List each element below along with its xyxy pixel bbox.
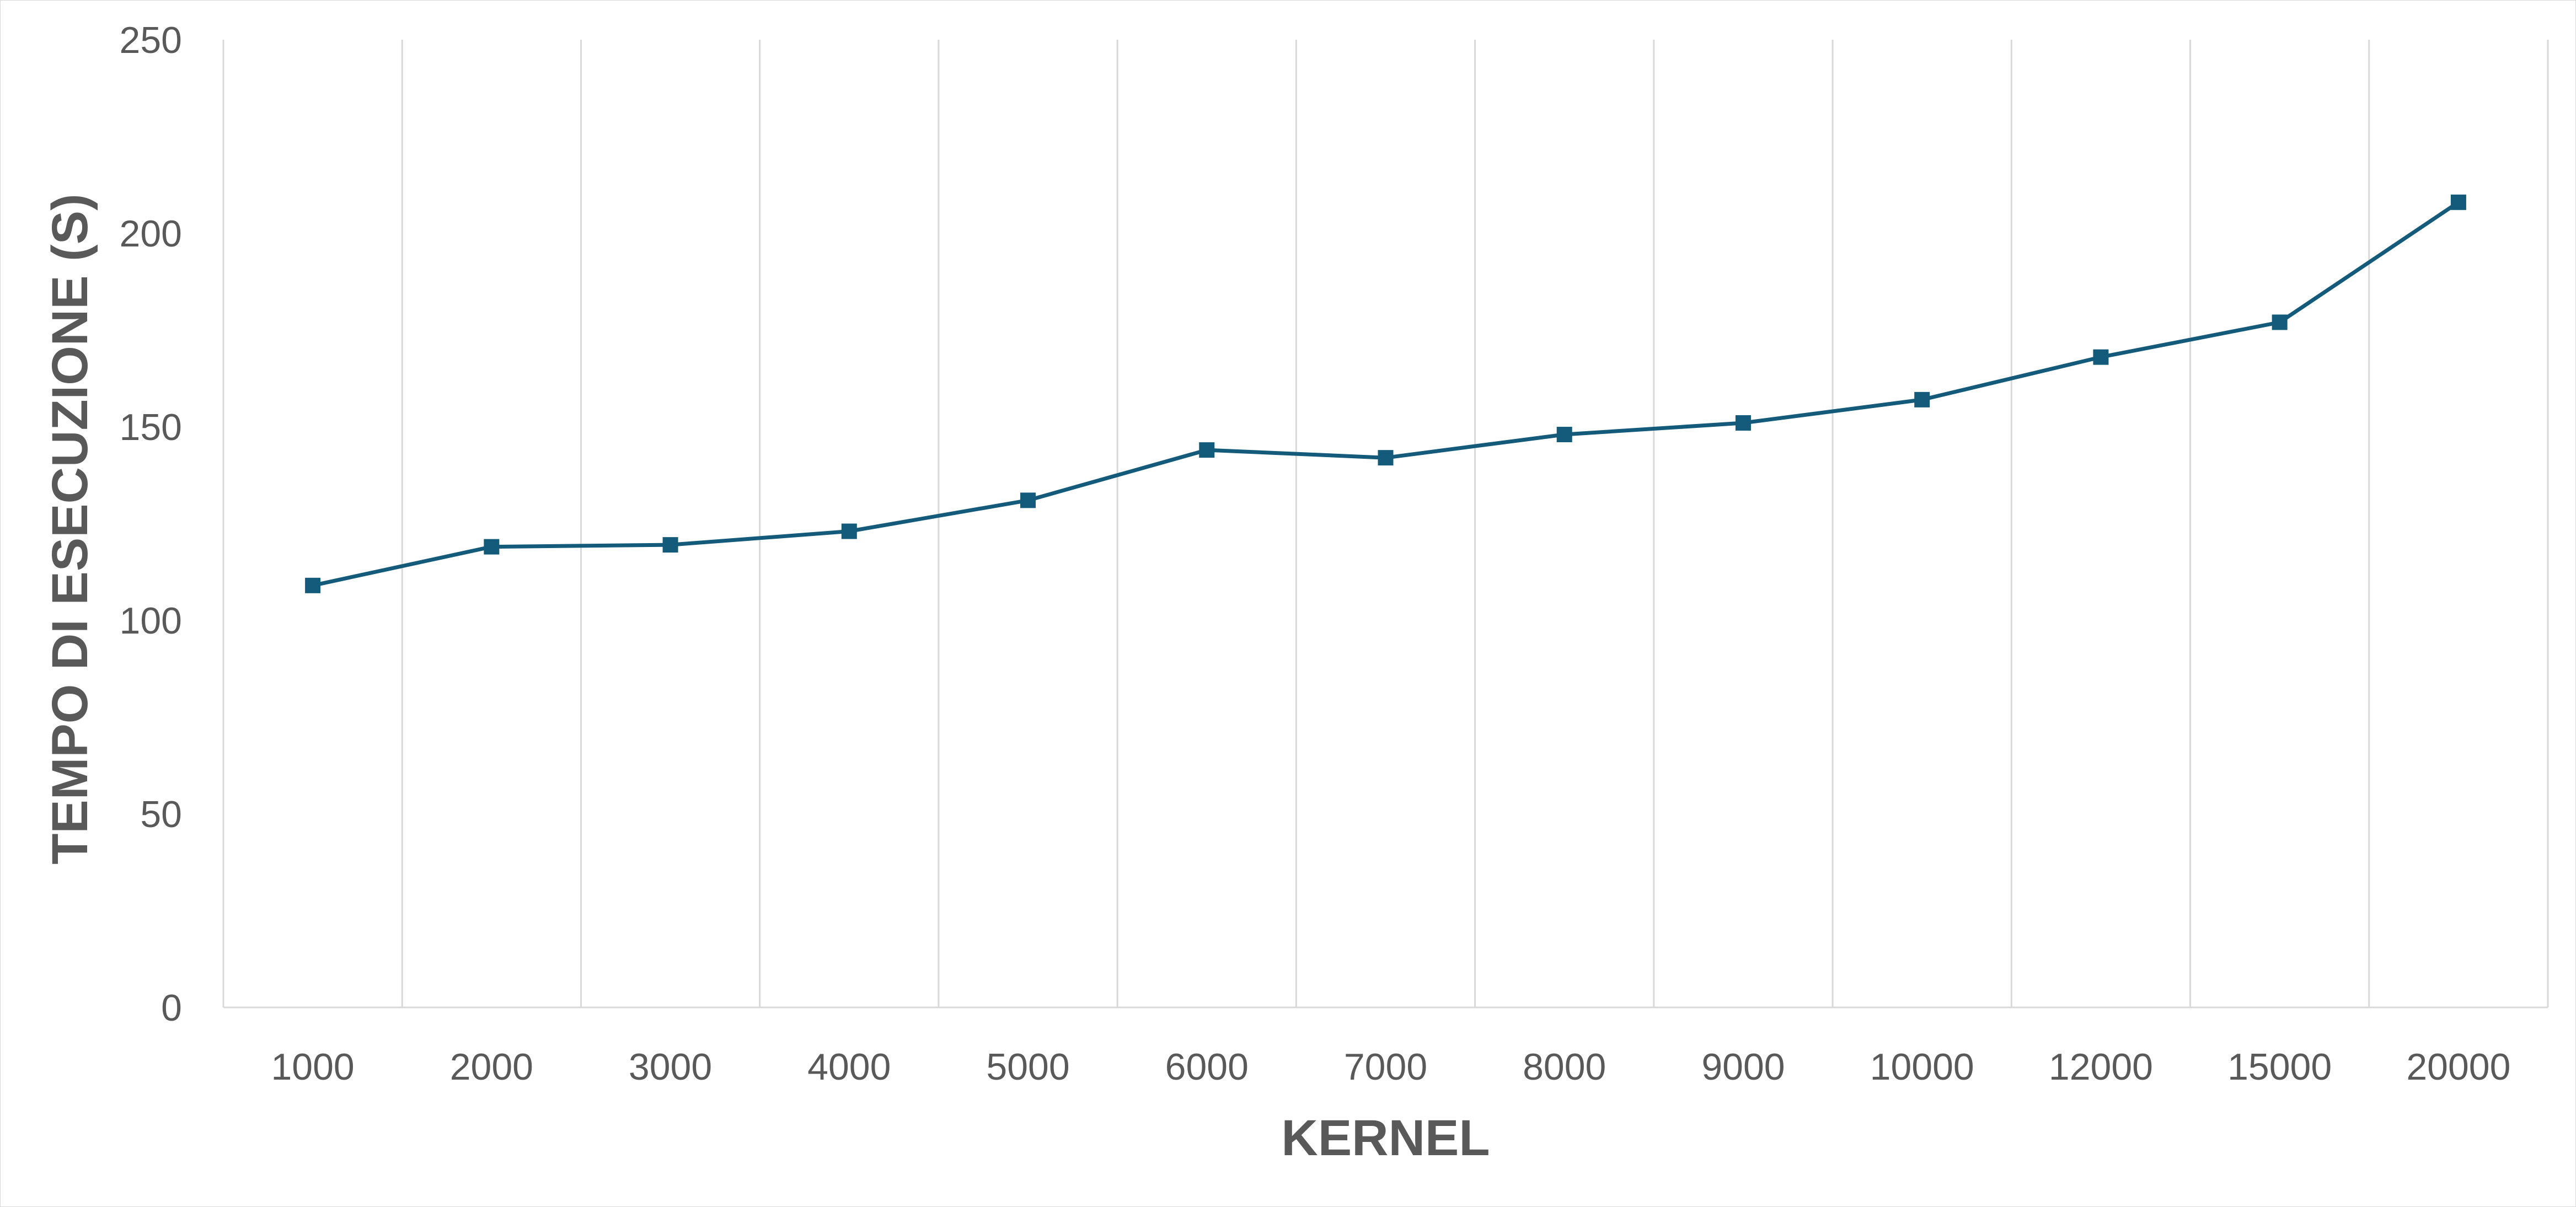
data-point-marker — [1914, 391, 1930, 407]
x-tick-label: 1000 — [271, 1046, 354, 1088]
data-point-marker — [1020, 492, 1036, 508]
series-line — [312, 200, 2460, 588]
data-point-marker — [841, 523, 857, 539]
data-point-marker — [1199, 442, 1215, 458]
x-tick-label: 10000 — [1870, 1046, 1974, 1088]
y-tick-label: 200 — [120, 213, 182, 255]
y-axis-ticks: 0 50 100 150 200 250 — [120, 19, 182, 1029]
data-point-marker — [484, 539, 500, 555]
y-axis-title: TEMPO DI ESECUZIONE (S) — [42, 194, 98, 865]
x-tick-label: 12000 — [2049, 1046, 2153, 1088]
x-tick-label: 5000 — [986, 1046, 1069, 1088]
y-tick-label: 150 — [120, 406, 182, 448]
y-tick-label: 0 — [161, 987, 182, 1029]
data-point-marker — [2272, 314, 2288, 330]
series-markers — [305, 194, 2466, 593]
x-tick-label: 20000 — [2406, 1046, 2510, 1088]
x-tick-label: 4000 — [807, 1046, 891, 1088]
data-point-marker — [1735, 415, 1751, 431]
y-tick-label: 100 — [120, 600, 182, 642]
x-tick-label: 7000 — [1344, 1046, 1427, 1088]
x-tick-label: 9000 — [1701, 1046, 1785, 1088]
x-tick-label: 8000 — [1523, 1046, 1606, 1088]
y-tick-label: 50 — [140, 793, 182, 835]
x-tick-label: 2000 — [450, 1046, 533, 1088]
data-point-marker — [1556, 427, 1572, 443]
x-axis-title: KERNEL — [1281, 1110, 1490, 1166]
data-point-marker — [305, 577, 321, 593]
data-point-marker — [2450, 194, 2466, 210]
x-tick-label: 15000 — [2227, 1046, 2332, 1088]
x-axis-ticks: 1000 2000 3000 4000 5000 6000 7000 8000 9000 1000… — [271, 1046, 2510, 1088]
data-point-marker — [2093, 349, 2109, 365]
x-tick-label: 6000 — [1165, 1046, 1249, 1088]
data-point-marker — [662, 537, 678, 553]
gridlines — [222, 40, 2549, 1007]
x-tick-label: 3000 — [629, 1046, 712, 1088]
y-tick-label: 250 — [120, 19, 182, 61]
data-point-marker — [1378, 450, 1394, 466]
